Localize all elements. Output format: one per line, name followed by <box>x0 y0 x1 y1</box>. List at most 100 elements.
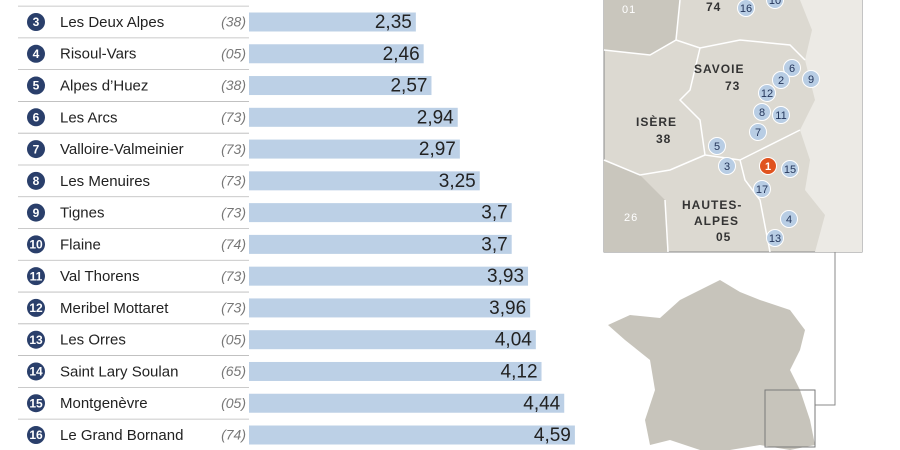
map-marker: 17 <box>753 180 771 198</box>
map-marker: 12 <box>758 84 776 102</box>
marker-label: 4 <box>786 214 792 226</box>
marker-label: 3 <box>724 161 730 173</box>
resort-name: Le Grand Bornand <box>60 427 183 444</box>
value-label: 2,57 <box>390 76 427 97</box>
rank-badge <box>27 235 45 254</box>
marker-dot <box>781 160 799 178</box>
marker-label: 1 <box>765 161 771 173</box>
rank: 4 <box>33 47 40 61</box>
bar <box>249 203 512 223</box>
department: (73) <box>221 268 246 284</box>
value-label: 2,46 <box>383 44 420 65</box>
rank: 16 <box>29 428 43 442</box>
borders <box>603 0 806 253</box>
department: (73) <box>221 141 246 157</box>
marker-dot <box>766 229 784 247</box>
resort-name: Les Orres <box>60 332 126 349</box>
department: (74) <box>221 236 246 252</box>
rank-badge <box>27 267 45 286</box>
marker-dot <box>780 210 798 228</box>
resort-name: Flaine <box>60 236 101 253</box>
bar <box>249 139 460 159</box>
bar <box>249 298 531 318</box>
rank: 15 <box>29 396 43 410</box>
marker-dot <box>783 59 801 77</box>
rank-badge <box>27 203 45 222</box>
resort-name: Montgenèvre <box>60 395 148 412</box>
rank-badge <box>27 76 45 95</box>
value-label: 4,59 <box>534 425 571 446</box>
bar <box>249 425 575 445</box>
rank: 13 <box>29 333 43 347</box>
bar <box>249 171 480 191</box>
department: (74) <box>221 427 246 443</box>
bar <box>249 234 512 254</box>
value-label: 3,7 <box>481 203 507 224</box>
bar <box>249 44 424 64</box>
department: (65) <box>221 363 246 379</box>
marker-dot <box>802 70 820 88</box>
bar <box>249 107 458 127</box>
zoom-box <box>764 389 816 448</box>
region-label: SAVOIE <box>694 62 744 76</box>
map-inset: 01 74 SAVOIE 73 ISÈRE 38 HAUTES- ALPES 0… <box>603 0 863 253</box>
region-label: 26 <box>624 212 638 224</box>
map-marker: 8 <box>753 103 771 121</box>
rank-badge <box>27 108 45 127</box>
map-marker: 6 <box>783 59 801 77</box>
region-label: 38 <box>656 132 671 146</box>
rank-badge <box>27 394 45 413</box>
value-label: 3,25 <box>439 171 476 192</box>
region-shape <box>604 0 680 55</box>
resort-name: Meribel Mottaret <box>60 300 169 317</box>
marker-dot <box>766 0 784 9</box>
map-marker: 7 <box>749 123 767 141</box>
rank: 3 <box>33 15 40 29</box>
map-marker: 13 <box>766 229 784 247</box>
bar <box>249 361 542 381</box>
map-marker: 15 <box>781 160 799 178</box>
rank: 12 <box>29 301 43 315</box>
marker-label: 6 <box>789 63 795 75</box>
rank-badge <box>27 140 45 159</box>
department: (05) <box>221 331 246 347</box>
marker-dot <box>718 157 736 175</box>
region-label: 74 <box>706 0 721 14</box>
resort-name: Les Menuires <box>60 173 150 190</box>
marker-label: 5 <box>714 141 720 153</box>
rank: 9 <box>33 206 40 220</box>
rank: 5 <box>33 79 40 93</box>
region-label: 05 <box>716 230 731 244</box>
map-marker: 2 <box>772 71 790 89</box>
value-label: 2,97 <box>419 139 456 160</box>
resort-name: Risoul-Vars <box>60 46 136 63</box>
rank-badge <box>27 362 45 381</box>
map-marker: 5 <box>708 137 726 155</box>
marker-label: 13 <box>769 233 781 245</box>
marker-dot <box>772 106 790 124</box>
rank-badge <box>27 330 45 349</box>
marker-dot <box>749 123 767 141</box>
rank-badge <box>27 426 45 445</box>
marker-label: 9 <box>808 74 814 86</box>
marker-label: 12 <box>761 88 773 100</box>
bar <box>249 330 536 350</box>
rank: 6 <box>33 110 40 124</box>
region-label: HAUTES- <box>682 198 742 212</box>
marker-label: 10 <box>769 0 781 7</box>
department: (05) <box>221 395 246 411</box>
department: (38) <box>221 77 246 93</box>
marker-label: 11 <box>775 110 786 122</box>
bar <box>249 266 529 286</box>
rank: 8 <box>33 174 40 188</box>
rank: 14 <box>29 365 43 379</box>
region-shape <box>604 160 668 252</box>
marker-dot <box>772 71 790 89</box>
department: (73) <box>221 173 246 189</box>
rank-badge <box>27 13 45 31</box>
marker-dot <box>708 137 726 155</box>
rank: 11 <box>30 269 43 283</box>
map-marker: 11 <box>772 106 790 124</box>
resort-name: Saint Lary Soulan <box>60 363 178 380</box>
